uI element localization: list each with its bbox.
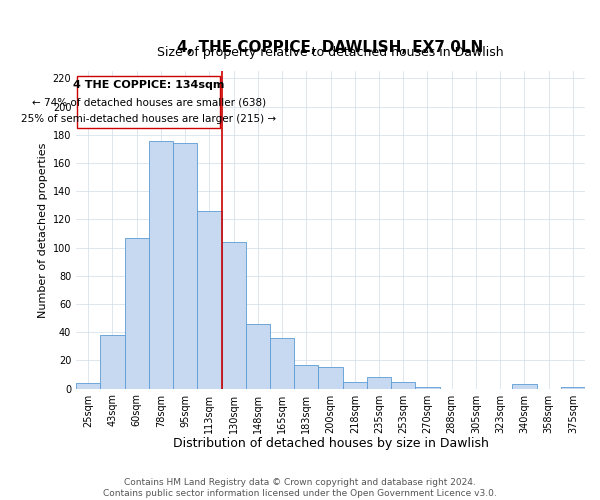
Bar [125, 238, 149, 388]
Bar [76, 383, 100, 388]
Bar [319, 368, 343, 388]
Text: 25% of semi-detached houses are larger (215) →: 25% of semi-detached houses are larger (… [21, 114, 277, 124]
Bar [100, 335, 125, 388]
Bar [270, 338, 294, 388]
Y-axis label: Number of detached properties: Number of detached properties [38, 142, 49, 318]
Bar [246, 324, 270, 388]
Bar [391, 382, 415, 388]
Bar [294, 364, 319, 388]
X-axis label: Distribution of detached houses by size in Dawlish: Distribution of detached houses by size … [173, 437, 488, 450]
Title: 4, THE COPPICE, DAWLISH, EX7 0LN: 4, THE COPPICE, DAWLISH, EX7 0LN [178, 40, 484, 55]
Bar [197, 211, 221, 388]
Bar [367, 378, 391, 388]
Bar [77, 76, 220, 128]
Text: ← 74% of detached houses are smaller (638): ← 74% of detached houses are smaller (63… [32, 98, 266, 108]
Bar [221, 242, 246, 388]
Bar [512, 384, 536, 388]
Text: Contains HM Land Registry data © Crown copyright and database right 2024.
Contai: Contains HM Land Registry data © Crown c… [103, 478, 497, 498]
Bar [149, 140, 173, 388]
Text: Size of property relative to detached houses in Dawlish: Size of property relative to detached ho… [157, 46, 504, 59]
Text: 4 THE COPPICE: 134sqm: 4 THE COPPICE: 134sqm [73, 80, 224, 90]
Bar [173, 144, 197, 388]
Bar [561, 387, 585, 388]
Bar [343, 382, 367, 388]
Bar [415, 387, 440, 388]
